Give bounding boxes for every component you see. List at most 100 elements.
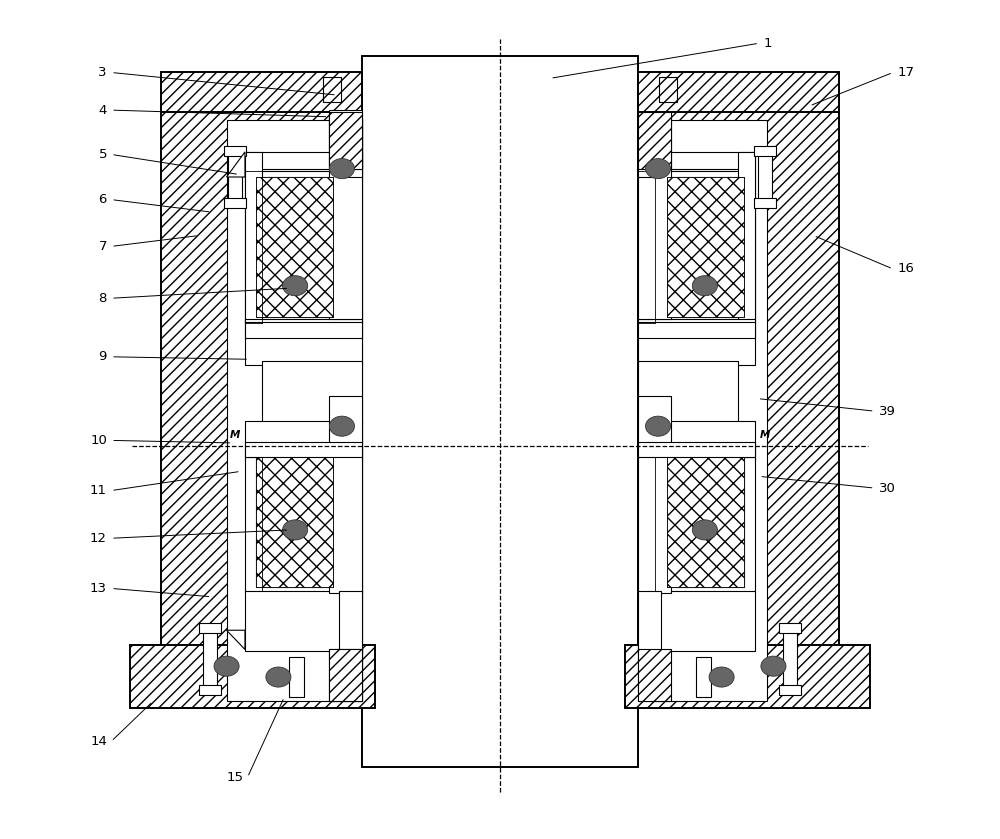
Bar bbox=[329, 118, 362, 319]
Bar bbox=[256, 457, 333, 586]
Ellipse shape bbox=[329, 159, 354, 179]
Text: 9: 9 bbox=[99, 351, 107, 363]
Bar bbox=[638, 112, 839, 708]
Bar bbox=[696, 657, 711, 697]
Bar bbox=[199, 623, 221, 633]
Ellipse shape bbox=[646, 159, 671, 179]
Bar bbox=[667, 457, 744, 586]
Bar bbox=[667, 457, 744, 586]
Bar bbox=[256, 457, 333, 586]
Polygon shape bbox=[227, 152, 245, 177]
Bar bbox=[227, 120, 362, 701]
Ellipse shape bbox=[692, 276, 717, 295]
Bar bbox=[667, 457, 744, 586]
Text: 11: 11 bbox=[90, 484, 107, 497]
Ellipse shape bbox=[692, 520, 717, 540]
Text: M: M bbox=[760, 430, 770, 440]
Bar bbox=[638, 591, 755, 651]
Bar bbox=[779, 623, 801, 633]
Text: 5: 5 bbox=[98, 148, 107, 161]
Text: 10: 10 bbox=[90, 434, 107, 447]
Bar bbox=[638, 118, 671, 319]
Bar bbox=[224, 198, 246, 208]
Ellipse shape bbox=[761, 656, 786, 676]
Bar bbox=[329, 112, 362, 169]
Bar bbox=[638, 118, 661, 177]
Text: 16: 16 bbox=[897, 263, 914, 275]
Text: M: M bbox=[230, 430, 240, 440]
Text: 4: 4 bbox=[99, 103, 107, 117]
Bar bbox=[638, 442, 755, 457]
Bar bbox=[329, 649, 362, 701]
Bar bbox=[245, 152, 262, 323]
Text: 30: 30 bbox=[879, 482, 896, 494]
Bar bbox=[638, 71, 839, 112]
Bar bbox=[638, 171, 755, 323]
Bar bbox=[224, 146, 246, 156]
Bar bbox=[783, 631, 797, 691]
Bar bbox=[228, 154, 242, 202]
Bar bbox=[245, 591, 362, 651]
Bar bbox=[638, 361, 738, 424]
Bar bbox=[203, 631, 217, 691]
Bar bbox=[625, 645, 870, 708]
Bar bbox=[758, 154, 772, 202]
Bar bbox=[638, 120, 767, 701]
Bar bbox=[362, 55, 638, 767]
Ellipse shape bbox=[709, 667, 734, 687]
Bar bbox=[339, 591, 362, 654]
Bar bbox=[659, 76, 677, 102]
Bar bbox=[638, 649, 671, 701]
Ellipse shape bbox=[646, 416, 671, 436]
Bar bbox=[245, 442, 362, 457]
Bar bbox=[638, 319, 755, 365]
Bar bbox=[738, 152, 755, 323]
Text: 15: 15 bbox=[226, 771, 243, 784]
Polygon shape bbox=[329, 110, 362, 169]
Text: 12: 12 bbox=[90, 532, 107, 545]
Bar bbox=[667, 177, 744, 317]
Text: 14: 14 bbox=[90, 735, 107, 748]
Polygon shape bbox=[329, 649, 362, 701]
Bar bbox=[256, 457, 333, 586]
Text: 3: 3 bbox=[98, 66, 107, 79]
Bar bbox=[161, 71, 362, 112]
Bar bbox=[245, 171, 362, 323]
Bar bbox=[754, 198, 776, 208]
Ellipse shape bbox=[266, 667, 291, 687]
Bar bbox=[638, 457, 755, 592]
Text: 8: 8 bbox=[99, 292, 107, 305]
Ellipse shape bbox=[283, 276, 308, 295]
Bar bbox=[638, 421, 755, 461]
Bar bbox=[638, 322, 755, 337]
Bar bbox=[339, 118, 362, 177]
Bar bbox=[638, 152, 755, 169]
Text: 7: 7 bbox=[98, 240, 107, 253]
Bar bbox=[638, 112, 671, 169]
Text: 1: 1 bbox=[763, 37, 772, 50]
Text: 6: 6 bbox=[99, 193, 107, 206]
Bar bbox=[638, 396, 671, 592]
Bar bbox=[329, 396, 362, 592]
Bar bbox=[245, 457, 362, 592]
Bar bbox=[323, 76, 341, 102]
Bar bbox=[779, 685, 801, 696]
Bar bbox=[667, 177, 744, 317]
Bar bbox=[256, 177, 333, 317]
Ellipse shape bbox=[329, 416, 354, 436]
Bar bbox=[667, 177, 744, 317]
Text: 13: 13 bbox=[90, 582, 107, 595]
Bar bbox=[245, 152, 362, 169]
Bar bbox=[754, 146, 776, 156]
Ellipse shape bbox=[283, 520, 308, 540]
Ellipse shape bbox=[214, 656, 239, 676]
Bar bbox=[161, 112, 362, 708]
Text: 17: 17 bbox=[897, 66, 914, 79]
Bar bbox=[199, 685, 221, 696]
Bar bbox=[256, 177, 333, 317]
Bar bbox=[130, 645, 375, 708]
Bar bbox=[245, 319, 362, 365]
Bar bbox=[638, 591, 661, 654]
Bar bbox=[245, 421, 362, 461]
Bar bbox=[245, 322, 362, 337]
